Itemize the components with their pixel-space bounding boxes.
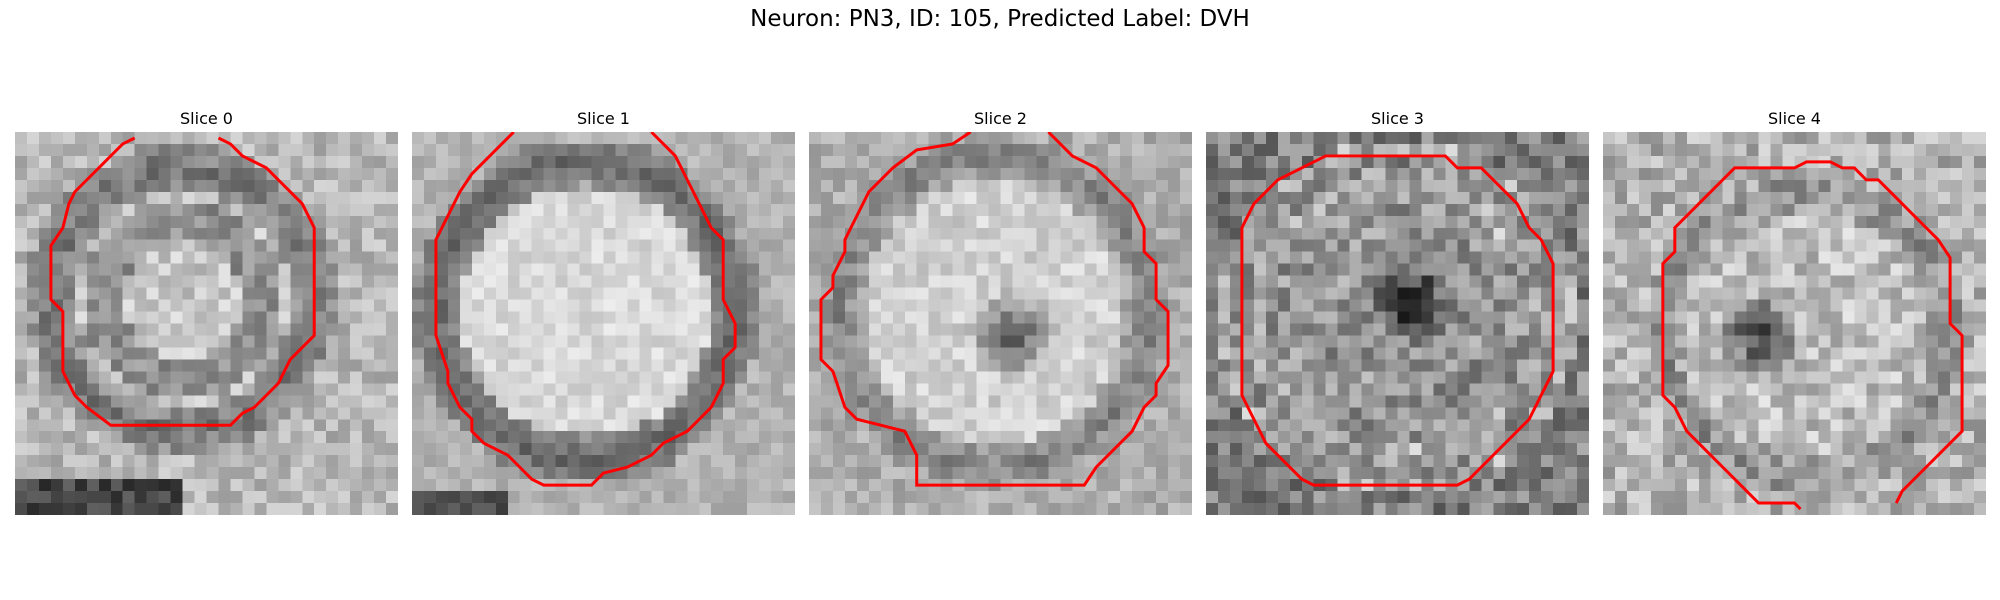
slice-panel-0: Slice 0 — [15, 106, 398, 515]
slice-image-2 — [809, 132, 1192, 515]
slice-title-3: Slice 3 — [1371, 109, 1424, 128]
pixel-grid-1 — [412, 132, 795, 515]
neuron-contour-4 — [1661, 160, 1964, 511]
slice-image-3 — [1206, 132, 1589, 515]
slice-title-4: Slice 4 — [1768, 109, 1821, 128]
neuron-contour-3 — [1240, 154, 1555, 487]
pixel-grid-3 — [1206, 132, 1589, 515]
pixel-grid-0 — [15, 132, 398, 515]
pixel-grid-2 — [809, 132, 1192, 515]
slice-title-2: Slice 2 — [974, 109, 1027, 128]
slice-title-1: Slice 1 — [577, 109, 630, 128]
neuron-contour-1 — [434, 132, 737, 487]
slice-image-1 — [412, 132, 795, 515]
slice-panel-1: Slice 1 — [412, 106, 795, 515]
neuron-contour-2 — [819, 132, 1170, 487]
slice-panel-4: Slice 4 — [1603, 106, 1986, 515]
slice-image-4 — [1603, 132, 1986, 515]
slice-panel-3: Slice 3 — [1206, 106, 1589, 515]
neuron-contour-0 — [49, 136, 316, 427]
pixel-grid-4 — [1603, 132, 1986, 515]
slice-panel-2: Slice 2 — [809, 106, 1192, 515]
slice-image-0 — [15, 132, 398, 515]
figure-title: Neuron: PN3, ID: 105, Predicted Label: D… — [750, 6, 1250, 32]
slice-title-0: Slice 0 — [180, 109, 233, 128]
